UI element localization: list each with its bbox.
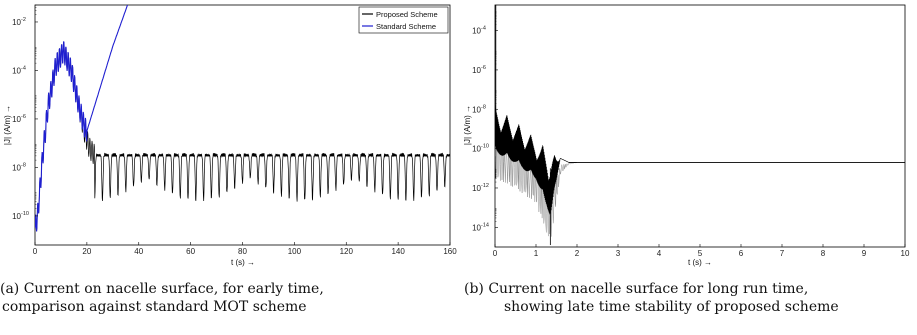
caption-b: (b) Current on nacelle surface for long … xyxy=(464,280,839,316)
chart-b-xtick-label: 3 xyxy=(616,249,621,258)
chart-b-ytick-label: 10 xyxy=(472,223,481,232)
chart-b-xtick-label: 2 xyxy=(575,249,580,258)
caption-a-line2: comparison against standard MOT scheme xyxy=(2,299,307,315)
chart-a-xtick-label: 60 xyxy=(186,247,195,256)
chart-a-xtick-label: 140 xyxy=(391,247,405,256)
chart-a-ytick-label: 10 xyxy=(12,115,21,124)
chart-a-xtick-label: 160 xyxy=(443,247,457,256)
chart-a-legend-box xyxy=(358,6,449,34)
caption-a: (a) Current on nacelle surface, for earl… xyxy=(0,280,324,316)
chart-b-ytick-label: 10 xyxy=(472,27,481,36)
caption-a-line1: (a) Current on nacelle surface, for earl… xyxy=(0,281,324,297)
chart-a-xlabel: t (s) → xyxy=(231,258,255,267)
chart-b-ylabel: |J| (A/m) → xyxy=(463,105,472,145)
chart-a-plot-frame xyxy=(34,4,451,246)
chart-b-ytick-exponent: -8 xyxy=(481,104,486,110)
chart-b-xtick-label: 8 xyxy=(821,249,826,258)
chart-b-ytick-label: 10 xyxy=(472,184,481,193)
chart-a-ytick-label: 10 xyxy=(12,18,21,27)
series-proposed-line xyxy=(35,41,450,232)
chart-a-ytick-exponent: -2 xyxy=(21,17,26,23)
series-black-oscillation xyxy=(495,105,577,215)
chart-b-xtick-label: 5 xyxy=(698,249,703,258)
chart-b-xlabel: t (s) → xyxy=(688,258,712,267)
chart-b-xtick-label: 9 xyxy=(862,249,867,258)
chart-a-xtick-label: 120 xyxy=(340,247,354,256)
caption-b-line2: showing late time stability of proposed … xyxy=(504,299,839,315)
chart-b-ytick-label: 10 xyxy=(472,66,481,75)
chart-b-xtick-label: 0 xyxy=(493,249,498,258)
series-standard-line xyxy=(35,5,129,232)
chart-b: 0 1 2 3 4 5 6 7 8 9 1010-410-610-810-1010-1210-14 … xyxy=(463,4,910,267)
chart-a-legend: Proposed Scheme Standard Scheme xyxy=(358,6,449,34)
chart-b-xtick-label: 1 xyxy=(534,249,539,258)
chart-a-ytick-exponent: -4 xyxy=(21,65,26,71)
chart-a-xtick-label: 40 xyxy=(134,247,143,256)
chart-b-ytick-exponent: -10 xyxy=(481,144,489,150)
chart-a-xtick-label: 80 xyxy=(238,247,247,256)
chart-a-ylabel: |J| (A/m) → xyxy=(3,105,12,145)
legend-proposed-label: Proposed Scheme xyxy=(376,10,438,19)
chart-b-ytick-label: 10 xyxy=(472,145,481,154)
chart-b-xtick-label: 4 xyxy=(657,249,662,258)
chart-a-ytick-exponent: -8 xyxy=(21,162,26,168)
chart-a-ytick-label: 10 xyxy=(12,66,21,75)
caption-b-line1: (b) Current on nacelle surface for long … xyxy=(464,281,809,297)
chart-b-ytick-label: 10 xyxy=(472,105,481,114)
chart-a-series-group xyxy=(35,5,450,232)
chart-b-xtick-label: 10 xyxy=(901,249,910,258)
chart-a-xtick-label: 100 xyxy=(288,247,302,256)
chart-b-ytick-exponent: -4 xyxy=(481,26,486,32)
chart-b-ytick-exponent: -14 xyxy=(481,222,489,228)
chart-a-xtick-label: 20 xyxy=(82,247,91,256)
chart-b-xtick-label: 6 xyxy=(739,249,744,258)
chart-a-data-layer xyxy=(35,5,450,232)
chart-b-plot-frame xyxy=(494,4,906,248)
legend-standard-label: Standard Scheme xyxy=(376,22,436,31)
chart-a-ytick-label: 10 xyxy=(12,163,21,172)
chart-a-ytick-exponent: -6 xyxy=(21,114,26,120)
chart-a-xtick-label: 0 xyxy=(33,247,38,256)
chart-a-ytick-label: 10 xyxy=(12,212,21,221)
chart-a-ytick-exponent: -10 xyxy=(21,211,29,217)
chart-b-xtick-label: 7 xyxy=(780,249,785,258)
chart-b-ytick-exponent: -6 xyxy=(481,65,486,71)
chart-b-ytick-exponent: -12 xyxy=(481,183,489,189)
